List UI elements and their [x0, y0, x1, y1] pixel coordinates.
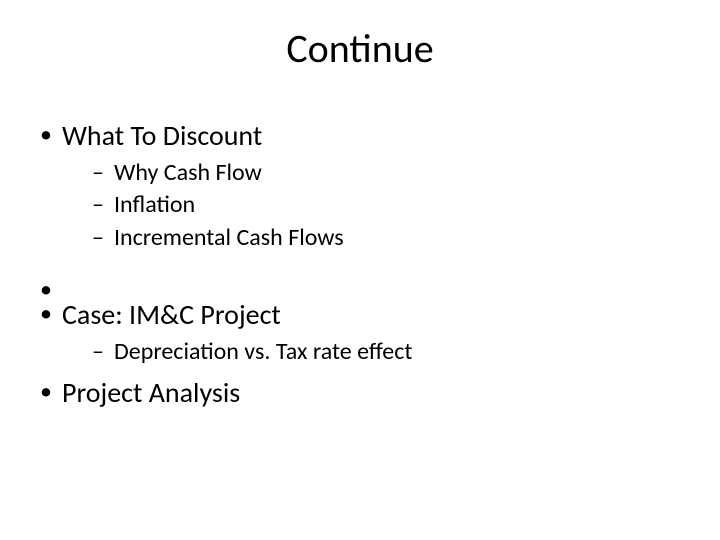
sub-bullet-text: Incremental Cash Flows	[114, 223, 344, 252]
sub-bullet-item: Incremental Cash Flows	[92, 222, 684, 254]
spacer	[36, 272, 684, 294]
bullet-list: What To Discount Why Cash Flow Inflation…	[36, 117, 684, 412]
sub-bullet-text: Inflation	[114, 190, 195, 219]
slide: Continue What To Discount Why Cash Flow …	[0, 0, 720, 540]
bullet-text: What To Discount	[62, 118, 262, 153]
sub-bullet-item: Depreciation vs. Tax rate effect	[92, 336, 684, 368]
bullet-text: Project Analysis	[62, 375, 240, 410]
bullet-item: Project Analysis	[36, 374, 684, 412]
bullet-item: Case: IM&C Project Depreciation vs. Tax …	[36, 296, 684, 368]
bullet-text: Case: IM&C Project	[62, 297, 281, 332]
slide-title: Continue	[36, 24, 684, 73]
sub-bullet-item: Why Cash Flow	[92, 157, 684, 189]
sub-bullet-text: Why Cash Flow	[114, 158, 262, 187]
sub-bullet-list: Why Cash Flow Inflation Incremental Cash…	[62, 157, 684, 254]
sub-bullet-list: Depreciation vs. Tax rate effect	[62, 336, 684, 368]
sub-bullet-text: Depreciation vs. Tax rate effect	[114, 337, 412, 366]
sub-bullet-item: Inflation	[92, 189, 684, 221]
bullet-item: What To Discount Why Cash Flow Inflation…	[36, 117, 684, 254]
